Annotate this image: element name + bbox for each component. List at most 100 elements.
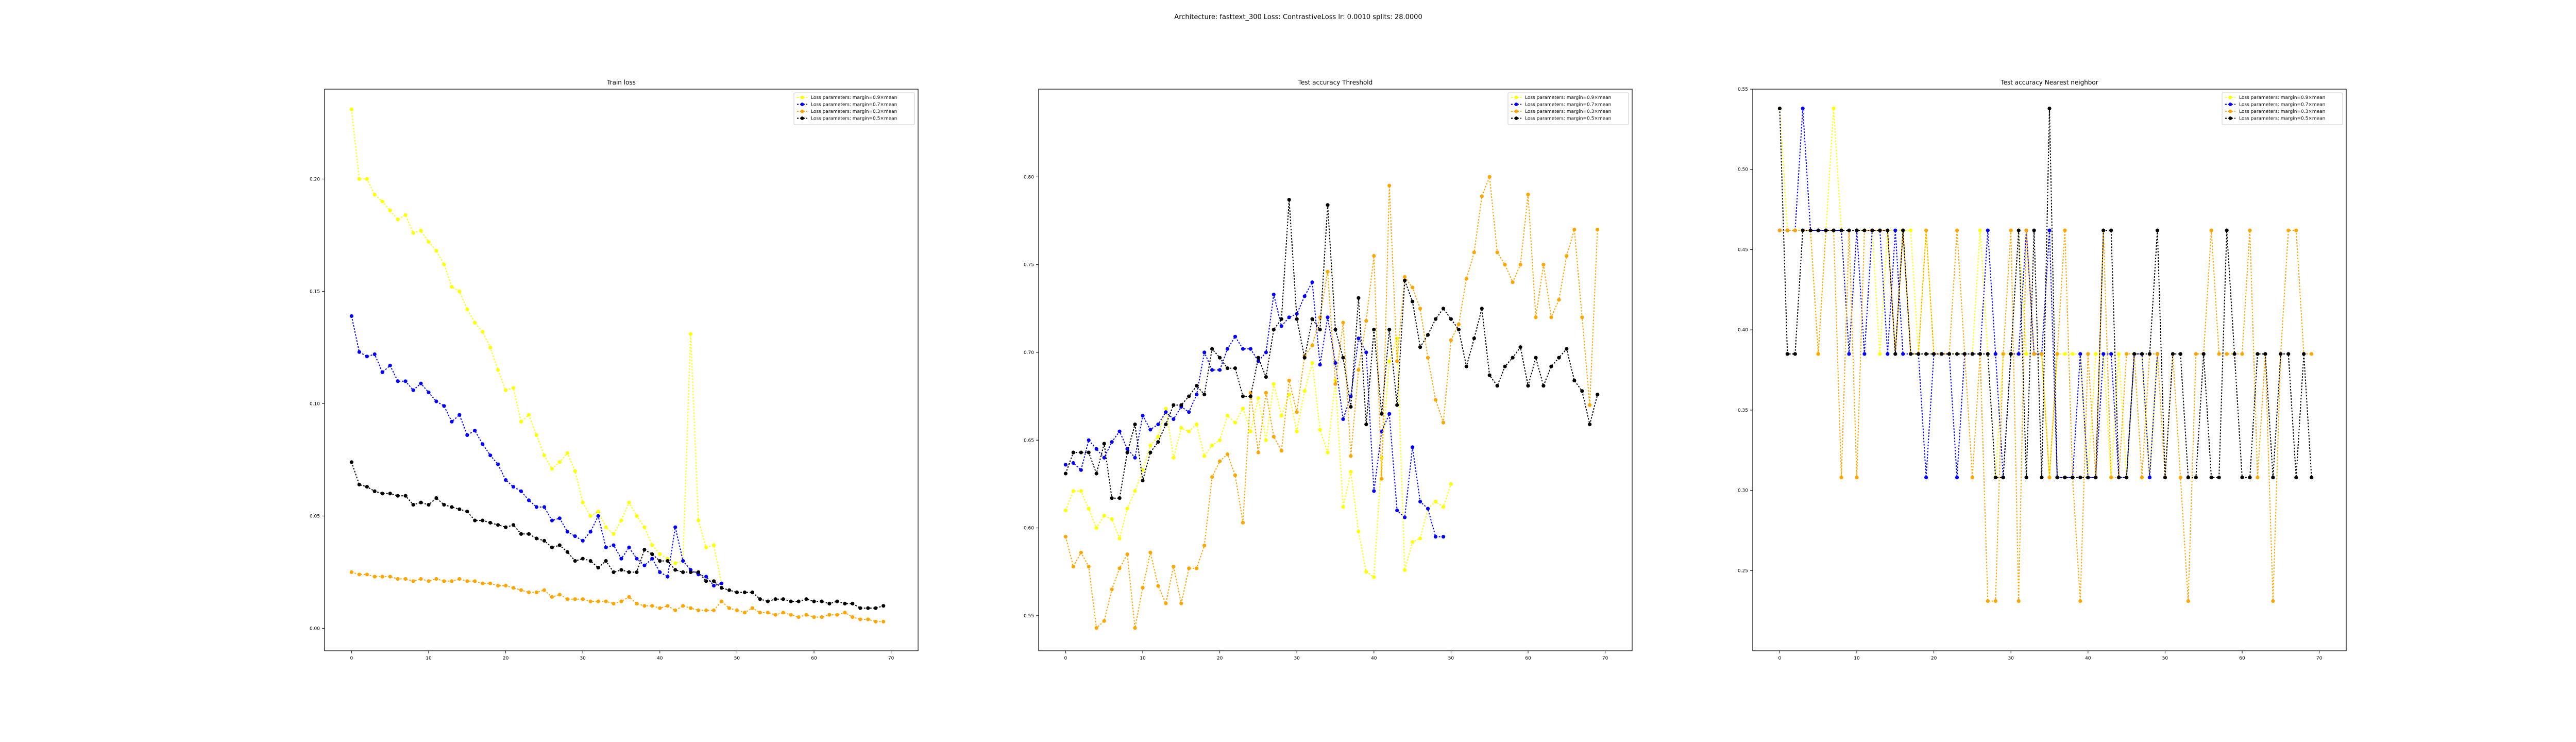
data-point (2040, 476, 2044, 480)
data-point (357, 572, 361, 577)
data-point (1256, 396, 1260, 400)
data-point (866, 617, 870, 621)
data-point (1195, 423, 1199, 427)
data-point (1071, 489, 1075, 493)
data-point (1087, 564, 1091, 569)
y-tick-label: 0.55 (1024, 614, 1034, 619)
data-point (1395, 508, 1399, 513)
data-point (534, 505, 538, 509)
data-point (604, 525, 608, 529)
data-point (1472, 336, 1476, 341)
data-point (365, 572, 369, 577)
data-point (1310, 280, 1314, 284)
data-point (396, 379, 400, 383)
data-point (1839, 476, 1843, 480)
data-point (2016, 352, 2021, 356)
data-point (2155, 352, 2160, 356)
data-point (496, 523, 500, 527)
data-point (1986, 352, 1990, 356)
data-point (2063, 476, 2067, 480)
data-point (1793, 352, 1797, 356)
data-point (1411, 285, 1415, 290)
data-point (1248, 394, 1252, 398)
data-point (2240, 352, 2244, 356)
data-point (1195, 393, 1199, 397)
data-point (2125, 476, 2129, 480)
data-point (1256, 450, 1260, 454)
data-point (1295, 317, 1299, 321)
data-point (642, 548, 647, 552)
data-point (1970, 476, 1974, 480)
x-tick-label: 40 (2085, 656, 2091, 661)
x-tick-label: 70 (888, 656, 894, 661)
data-point (596, 599, 600, 603)
data-point (1063, 508, 1067, 513)
data-point (419, 381, 423, 385)
y-tick-label: 0.35 (1738, 408, 1748, 413)
data-point (1909, 352, 1913, 356)
data-point (866, 606, 870, 610)
data-point (1357, 368, 1361, 372)
data-point (396, 217, 400, 222)
data-point (1387, 328, 1392, 332)
data-point (1832, 106, 1836, 110)
data-point (711, 579, 716, 583)
data-point (357, 350, 361, 354)
data-point (1924, 228, 1928, 232)
data-point (573, 597, 577, 601)
data-point (1110, 517, 1114, 521)
data-point (1411, 540, 1415, 544)
data-point (1264, 391, 1268, 395)
legend-label: Loss parameters: margin=0.7×mean (1525, 103, 1611, 108)
data-point (1117, 566, 1122, 570)
data-point (1179, 426, 1183, 430)
data-point (396, 577, 400, 581)
data-point (1272, 328, 1276, 332)
data-point (1955, 228, 1959, 232)
data-point (380, 199, 384, 204)
data-point (1349, 454, 1353, 458)
data-point (673, 568, 677, 572)
data-point (1886, 228, 1890, 232)
series-loss-parameters-margin-0-5-mean (1063, 198, 1600, 500)
data-point (697, 518, 701, 522)
legend-marker (1514, 116, 1518, 120)
data-point (2024, 352, 2028, 356)
data-point (2024, 476, 2028, 480)
data-point (2109, 228, 2113, 232)
data-point (1801, 228, 1805, 232)
data-point (1433, 317, 1438, 321)
data-point (750, 591, 754, 595)
legend-label: Loss parameters: margin=0.5×mean (2239, 116, 2325, 122)
data-point (1141, 585, 1145, 589)
data-point (1441, 505, 1446, 509)
data-point (2086, 476, 2090, 480)
data-point (1387, 359, 1392, 363)
y-tick-label: 0.70 (1024, 350, 1034, 356)
data-point (411, 503, 415, 507)
data-point (1357, 336, 1361, 341)
data-point (1279, 449, 1283, 453)
data-point (419, 577, 423, 581)
data-point (1596, 393, 1600, 397)
data-point (481, 330, 485, 334)
data-point (1148, 443, 1153, 448)
data-point (727, 606, 732, 610)
data-point (804, 613, 808, 617)
legend-label: Loss parameters: margin=0.5×mean (811, 116, 897, 122)
data-point (1133, 489, 1137, 493)
data-point (1326, 269, 1330, 274)
legend-marker (2228, 95, 2232, 99)
data-point (565, 451, 569, 455)
data-point (2109, 476, 2113, 480)
data-point (550, 545, 554, 549)
data-point (1456, 328, 1461, 332)
data-point (711, 543, 716, 547)
data-point (2225, 352, 2229, 356)
data-point (1148, 450, 1153, 454)
data-point (1264, 350, 1268, 355)
series-line (351, 571, 884, 622)
data-point (1441, 307, 1446, 311)
data-point (1333, 361, 1337, 365)
x-tick-label: 60 (2239, 656, 2245, 661)
